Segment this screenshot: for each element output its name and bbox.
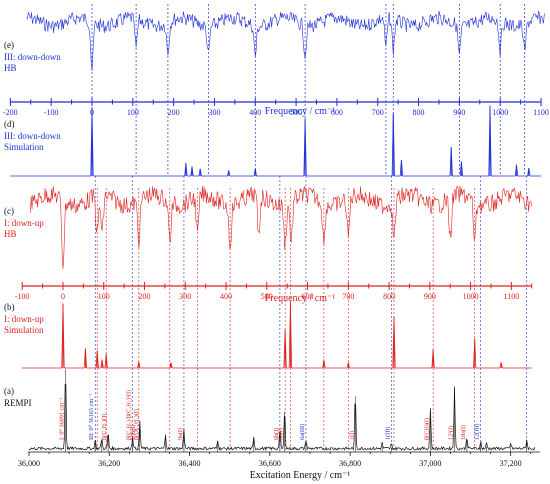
peak-annotation: III: 0⁰ 36165 cm⁻¹ [88, 394, 95, 440]
peak-annotation: β(OC₁H₁)(I) [133, 409, 140, 440]
axis-i-tick-label: 700 [342, 292, 354, 301]
panel-d-line2: Simulation [4, 142, 44, 152]
axis-i-tick-label: 200 [139, 292, 151, 301]
axis-i-tick-label: -100 [15, 292, 30, 301]
bottom-tick-label: 36,800 [339, 459, 361, 468]
panel-b-labels: (b) I: down-up Simulation [4, 302, 44, 335]
peak-annotation: 1(III) [385, 427, 392, 440]
peak-annotation: I: 0⁰ 36091 cm⁻¹ [59, 398, 66, 440]
panel-c-line1: I: down-up [4, 218, 44, 228]
axis-i-tick-label: 900 [424, 292, 436, 301]
axis-i-tick-label: 0 [61, 292, 65, 301]
axis-i-tick-label: 600 [302, 292, 314, 301]
bottom-tick-label: 37,000 [419, 459, 441, 468]
panel-c-line2: HB [4, 229, 17, 239]
peak-annotation: 9a(I) [177, 428, 184, 440]
hb-trace-i [30, 185, 532, 269]
axis-i-tick-label: 300 [179, 292, 191, 301]
panel-a-tag: (a) [4, 386, 14, 396]
axis-iii-tick-label: 200 [168, 108, 180, 117]
axis-iii-tick-label: 800 [413, 108, 425, 117]
bottom-tick-label: 37,200 [500, 459, 522, 468]
panel-e-labels: (e) III: down-down HB [4, 40, 61, 73]
axis-iii-tick-label: 700 [372, 108, 384, 117]
peak-annotation: β(CH)(I) [423, 418, 430, 440]
guide-lines [91, 4, 528, 452]
peak-annotation: 6a(III) [299, 424, 306, 440]
panel-a-line1: REMPI [4, 398, 32, 408]
bottom-axis-title: Excitation Energy / cm⁻¹ [250, 470, 351, 481]
axis-iii-tick-label: 300 [208, 108, 220, 117]
panel-a-labels: (a) REMPI [4, 386, 32, 408]
axis-i-tick-label: 500 [261, 292, 273, 301]
bottom-tick-label: 36,000 [18, 459, 40, 468]
rempi-trace [28, 383, 536, 452]
hb-trace-iii [26, 10, 546, 71]
panel-d-labels: (d) III: down-down Simulation [4, 119, 61, 152]
axis-iii-tick-label: -200 [3, 108, 18, 117]
axis-iii-tick-label: 500 [290, 108, 302, 117]
panel-e-tag: (e) [4, 40, 14, 50]
axis-iii-tick-label: 900 [453, 108, 465, 117]
axis-i-tick-label: 400 [220, 292, 232, 301]
sim-iii-trace [10, 105, 541, 177]
panel-d-line1: III: down-down [4, 131, 61, 141]
peak-annotation: 10b(I) [130, 425, 137, 440]
peak-annotation: β(C₁H₁)/β(C₁H₁)¹(I) [126, 390, 133, 440]
axis-iii-tick-label: -100 [44, 108, 59, 117]
peak-annotations: I: 0⁰ 36091 cm⁻¹ III: 0⁰ 36165 cm⁻¹ β(C₁H₁… [59, 390, 481, 440]
panel-c-labels: (c) I: down-up HB [4, 206, 44, 239]
sim-i-trace [22, 301, 532, 369]
axis-i-tick-label: 100 [98, 292, 110, 301]
tick-labels: -200 -100 0 100 200 300 400 500 600 700 800 900 1000… [3, 108, 549, 468]
peak-annotation: 6a(I) [278, 428, 285, 440]
panel-d-tag: (d) [4, 119, 15, 129]
panel-b-line1: I: down-up [4, 314, 44, 324]
axis-iii-tick-label: 100 [127, 108, 139, 117]
axis-i-title: Frequency / cm⁻¹ [265, 293, 335, 304]
bottom-tick-label: 36,400 [179, 459, 201, 468]
spectra-traces [10, 10, 546, 452]
peak-annotation: 6b(I) [273, 428, 280, 440]
panel-b-tag: (b) [4, 302, 15, 312]
axis-iii-tick-label: 0 [90, 108, 94, 117]
axis-iii-tick-label: 600 [331, 108, 343, 117]
peak-annotation: 12(III) [474, 424, 481, 441]
axis-iii-tick-label: 1100 [533, 108, 549, 117]
axis-i-tick-label: 1100 [504, 292, 520, 301]
bottom-tick-label: 36,600 [259, 459, 281, 468]
peak-annotation: 18a(I) [460, 425, 467, 440]
axis-iii-tick-label: 1000 [492, 108, 508, 117]
panel-c-tag: (c) [4, 206, 14, 216]
peak-annotation: 1(I) [348, 431, 355, 440]
axis-i-tick-label: 800 [383, 292, 395, 301]
panel-e-line2: HB [4, 63, 17, 73]
panel-e-line1: III: down-down [4, 52, 61, 62]
peak-annotation: 12¹(I) [448, 426, 455, 440]
axis-i-tick-label: 1000 [463, 292, 479, 301]
axis-iii-title: Frequency / cm⁻¹ [265, 106, 335, 117]
axis-iii-tick-label: 400 [249, 108, 261, 117]
bottom-tick-label: 36,200 [98, 459, 120, 468]
panel-b-line2: Simulation [4, 325, 44, 335]
axes [9, 98, 542, 456]
peak-annotation: β(C₁H₁)(I) [101, 414, 108, 440]
